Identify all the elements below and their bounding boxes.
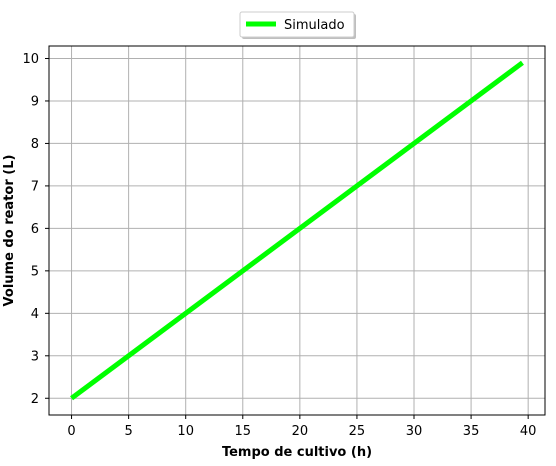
x-tick-label: 20: [292, 424, 309, 439]
x-tick-label: 40: [520, 424, 537, 439]
x-tick-label: 30: [406, 424, 423, 439]
y-tick-label: 3: [31, 349, 39, 364]
series-line-simulado: [70, 60, 524, 401]
y-tick-label: 10: [22, 52, 39, 67]
legend-label-simulado: Simulado: [284, 18, 345, 33]
x-tick-label: 35: [463, 424, 480, 439]
y-tick-label: 6: [31, 222, 39, 237]
x-tick-label: 15: [235, 424, 252, 439]
series-lines: [70, 60, 524, 401]
plot-area-frame: [48, 45, 546, 416]
y-tick-label: 2: [31, 392, 39, 407]
y-axis-ticks: 2 3 4 5 6 7 8 9 10: [22, 52, 49, 407]
x-tick-label: 25: [349, 424, 366, 439]
x-tick-label: 5: [124, 424, 132, 439]
legend-box: [239, 11, 355, 38]
y-tick-label: 5: [31, 264, 39, 279]
x-axis-label: Tempo de cultivo (h): [222, 445, 372, 460]
x-tick-label: 0: [67, 424, 75, 439]
y-tick-label: 4: [31, 307, 39, 322]
y-axis-label: Volume do reator (L): [2, 155, 17, 307]
y-tick-label: 7: [31, 179, 39, 194]
legend: Simulado: [239, 11, 356, 39]
x-tick-label: 10: [177, 424, 194, 439]
y-tick-label: 9: [31, 94, 39, 109]
y-tick-label: 8: [31, 137, 39, 152]
x-axis-ticks: 0 5 10 15 20 25 30 35 40: [67, 415, 536, 439]
